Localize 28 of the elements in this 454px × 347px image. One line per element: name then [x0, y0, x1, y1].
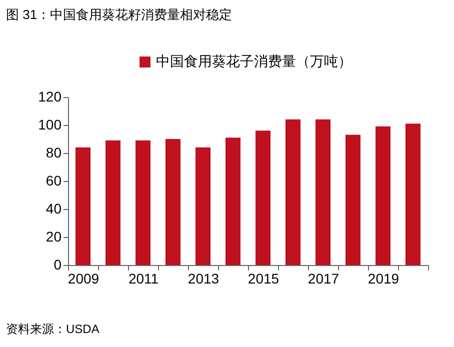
- chart-title: 图 31：中国食用葵花籽消费量相对稳定: [6, 7, 232, 22]
- bar: [106, 140, 120, 265]
- bar: [76, 147, 90, 265]
- bar: [226, 138, 240, 265]
- bar: [286, 119, 300, 265]
- x-tick-label: 2013: [188, 270, 220, 286]
- bar: [316, 119, 330, 265]
- y-tick-label: 40: [46, 200, 62, 216]
- bar: [256, 130, 270, 265]
- x-tick-label: 2009: [68, 270, 100, 286]
- x-tick-label: 2011: [128, 270, 159, 286]
- bar: [196, 147, 210, 265]
- y-tick-label: 20: [46, 228, 62, 244]
- y-tick-label: 60: [46, 172, 62, 188]
- x-tick-label: 2019: [368, 270, 400, 286]
- y-tick-label: 0: [54, 256, 62, 272]
- text: 资料来源：USDA: [6, 322, 100, 336]
- bar: [136, 140, 150, 265]
- x-tick-label: 2017: [308, 270, 340, 286]
- x-tick-label: 2015: [248, 270, 280, 286]
- bar: [346, 134, 360, 265]
- bar: [376, 126, 390, 265]
- legend-label: 中国食用葵花子消费量（万吨）: [156, 53, 352, 69]
- bar: [406, 124, 420, 265]
- y-tick-label: 100: [38, 116, 62, 132]
- y-tick-label: 80: [46, 144, 62, 160]
- y-tick-label: 120: [38, 88, 62, 104]
- bar: [166, 139, 180, 265]
